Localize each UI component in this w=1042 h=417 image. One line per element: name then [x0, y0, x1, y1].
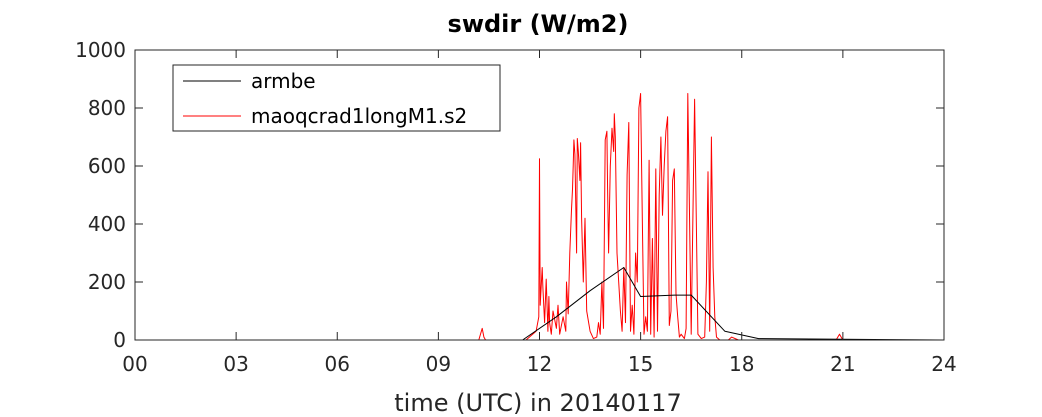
x-tick-label: 15: [628, 352, 653, 376]
ticks-layer: 00 03 06 09 12 15 18 21 24 0 200 400 600 800 1000: [75, 38, 957, 376]
y-tick-label: 200: [88, 270, 126, 294]
legend-label-maoqcrad: maoqcrad1longM1.s2: [251, 104, 467, 128]
series-line-1: [135, 93, 944, 341]
x-tick-label: 09: [426, 352, 451, 376]
x-tick-label: 00: [122, 352, 147, 376]
y-tick-label: 600: [88, 154, 126, 178]
x-tick-label: 21: [830, 352, 855, 376]
x-axis-label: time (UTC) in 20140117: [394, 389, 681, 417]
y-tick-label: 0: [113, 328, 126, 352]
x-tick-label: 18: [729, 352, 754, 376]
x-tick-label: 06: [325, 352, 350, 376]
y-tick-label: 400: [88, 212, 126, 236]
x-tick-label: 24: [931, 352, 956, 376]
y-tick-label: 800: [88, 96, 126, 120]
legend: armbe maoqcrad1longM1.s2: [172, 64, 501, 132]
legend-box: [172, 64, 501, 132]
chart-title: swdir (W/m2): [448, 10, 629, 38]
series-layer: [135, 93, 945, 341]
legend-label-armbe: armbe: [251, 69, 316, 93]
y-tick-label: 1000: [75, 38, 126, 62]
series-line-0: [135, 267, 945, 341]
x-tick-label: 12: [527, 352, 552, 376]
x-tick-label: 03: [223, 352, 248, 376]
